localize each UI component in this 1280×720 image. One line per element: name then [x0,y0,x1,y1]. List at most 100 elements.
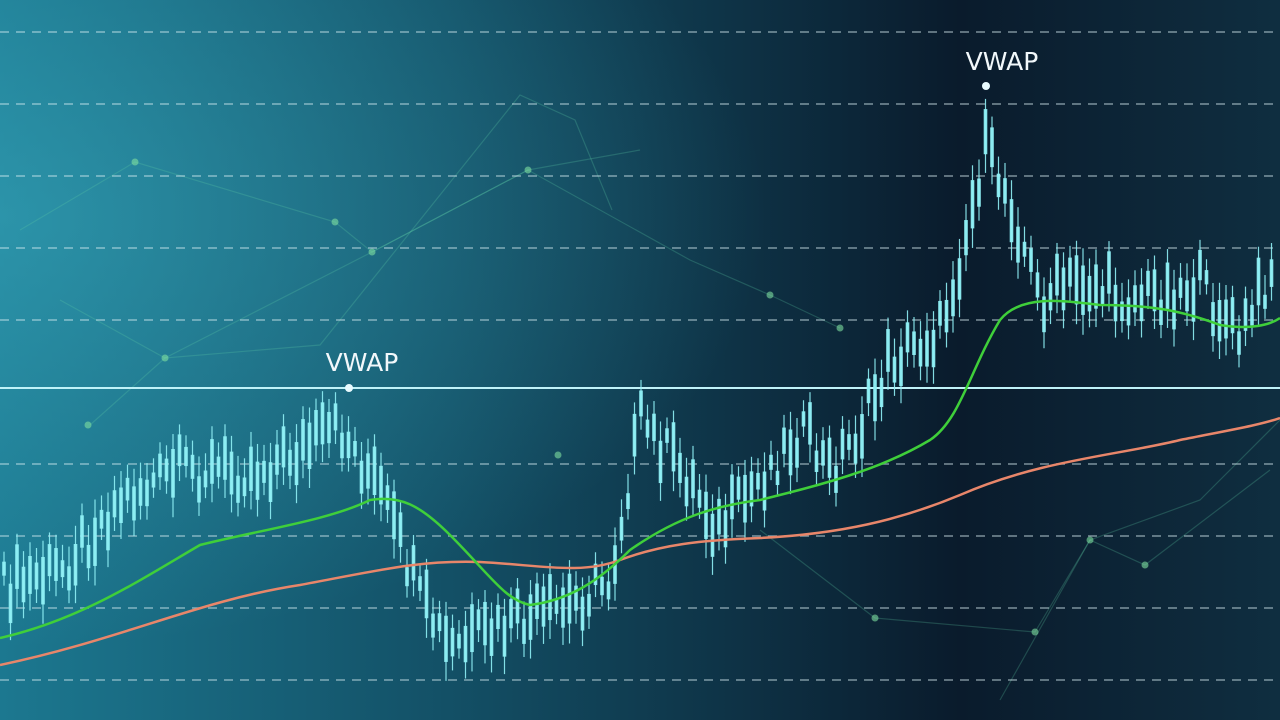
candle-body [431,613,435,638]
candle-body [671,422,676,472]
candle-body [164,458,169,482]
candle-body [307,422,312,469]
candle-body [496,604,500,630]
candle-body [996,173,1001,198]
candle-body [1152,269,1157,312]
candle-body [853,433,858,464]
candle-body [775,470,780,486]
candle-body [1198,249,1202,281]
network-node [131,158,139,166]
candle-body [314,410,318,446]
candle-body [1035,272,1040,298]
candle-body [1224,299,1228,339]
candle-body [652,413,656,442]
candle-body [1185,280,1189,312]
candle-body [398,512,403,547]
network-line [999,419,1280,701]
network-node [1086,536,1094,544]
candle-body [242,477,247,497]
candle-body [125,477,130,501]
candle-body [359,460,364,494]
candle-body [327,411,331,444]
vwap-marker [982,82,990,90]
candle-body [60,560,65,578]
candle-body [879,377,884,408]
candle-body [171,448,175,498]
candle-body [15,544,19,589]
candle-body [1159,299,1163,325]
annotation: VWAP [966,47,1039,76]
candle-body [418,576,422,591]
vwap-marker [345,384,353,392]
candle-body [262,460,266,483]
candle-body [899,346,903,387]
candle-body [626,493,630,510]
candle-body [691,459,695,499]
candle-body [93,517,97,566]
candle-body [1113,284,1118,322]
candle-body [723,510,728,548]
candle-body [145,479,149,507]
candle-body [886,329,890,372]
candle-body [502,615,507,657]
candle-body [840,428,845,460]
candle-body [795,437,799,468]
candle-body [1230,297,1235,334]
candle-body [489,618,494,656]
candle-body [1094,264,1098,309]
candle-body [977,178,981,207]
candle-body [450,627,455,657]
candle-body [67,566,71,591]
network-lines [19,94,1280,701]
candle-body [476,609,481,631]
candle-body [21,566,26,603]
candle-body [320,402,325,445]
candle-body [931,329,936,368]
candle-body [1074,255,1079,305]
candle-body [483,601,487,646]
network-line [759,469,1271,633]
candle-body [892,356,897,383]
network-node [1031,628,1039,636]
candle-body [281,426,286,468]
candle-body [106,511,110,551]
candle-body [1126,297,1131,326]
candle-body [717,498,721,535]
candle-body [873,374,877,422]
candle-body [860,414,864,459]
candle-body [379,465,383,505]
candle-body [1081,265,1085,315]
candle-body [730,474,734,520]
candle-body [788,429,793,476]
candle-body [210,439,214,484]
network-node [331,218,339,226]
candle-body [385,485,390,510]
network-node [524,166,532,174]
candle-body [1042,296,1046,333]
network-node [368,248,376,256]
candle-body [1107,251,1111,294]
candle-body [372,446,377,495]
candle-body [8,583,13,624]
candle-body [769,454,773,470]
candle-body [847,434,851,450]
candle-body [827,437,832,478]
candle-body [1029,248,1033,272]
candle-body [1165,262,1170,309]
candle-body [132,486,136,521]
candle-body [749,471,754,507]
candle-body [1243,298,1248,331]
candle-body [710,513,715,557]
candle-body [554,598,559,614]
candle-body [255,461,260,500]
candle-body [964,220,968,256]
candle-body [437,613,442,632]
candle-body [1009,199,1014,243]
candle-body [808,402,812,445]
candle-body [333,403,338,431]
candle-body [1055,253,1059,296]
candle-body [821,440,825,466]
